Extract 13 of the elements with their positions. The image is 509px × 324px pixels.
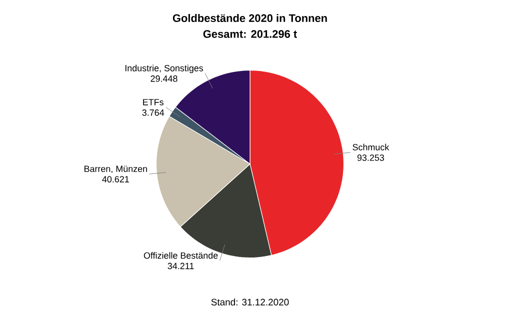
chart-subtitle: Gesamt: 201.296 t (203, 30, 297, 38)
slice-label: Offizielle Bestände (144, 252, 218, 259)
text: Stand: 31.12.2020 (211, 298, 289, 306)
data-label: 93.253 (357, 154, 384, 161)
data-label: 3.764 (142, 109, 164, 116)
data-label: 40.621 (102, 176, 129, 182)
data-label: 34.211 (168, 262, 194, 270)
slice-label: Barren, Münzen (84, 166, 147, 174)
slice-label: ETFs (143, 99, 164, 106)
slice-label: Schmuck (352, 144, 390, 150)
data-label: 29.448 (150, 75, 178, 82)
slice-label: Industrie, Sonstiges (125, 64, 204, 74)
chart-title: Goldbestände 2020 in Tonnen (172, 14, 327, 22)
